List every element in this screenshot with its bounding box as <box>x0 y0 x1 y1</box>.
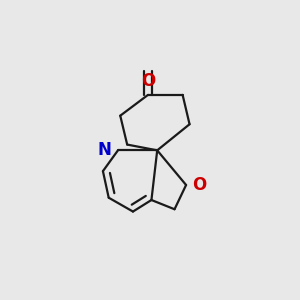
Text: O: O <box>193 176 207 194</box>
Text: O: O <box>141 73 155 91</box>
Text: N: N <box>98 141 112 159</box>
